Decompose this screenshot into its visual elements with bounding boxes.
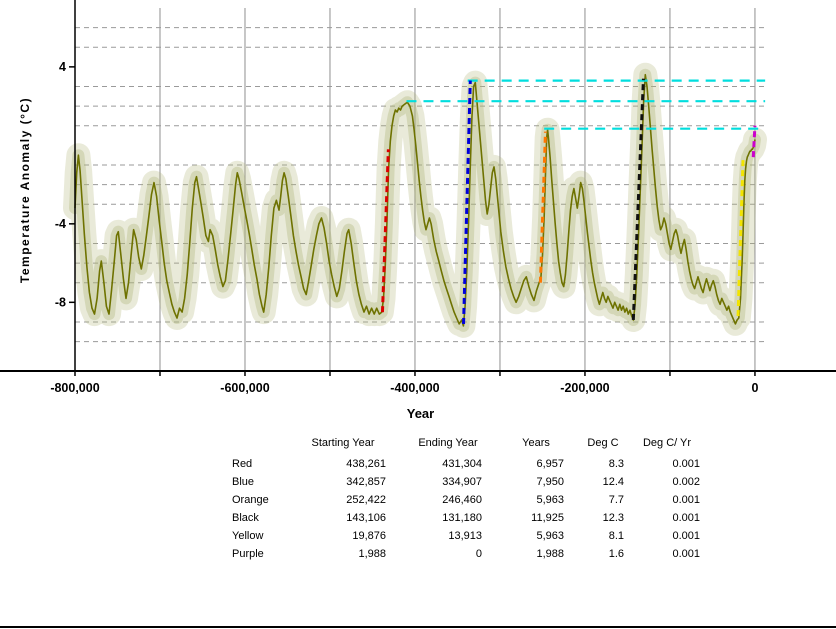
stat-cell-starting_year: 438,261 — [346, 458, 386, 470]
trend-line-red — [380, 149, 390, 313]
trend-line-black — [631, 78, 645, 321]
stat-cell-deg_c_per_yr: 0.002 — [672, 476, 700, 488]
trend-line-purple — [751, 125, 757, 158]
y-tick-label: -4 — [55, 217, 66, 231]
stat-cell-years: 5,963 — [536, 494, 564, 506]
stats-table-head: Starting Year Ending Year Years Deg C Deg C/… — [226, 433, 702, 455]
stat-cell-deg_c_per_yr: 0.001 — [672, 494, 700, 506]
y-axis-title: Temperature Anomaly (°C) — [18, 96, 33, 283]
stat-cell-label: Yellow — [232, 530, 264, 542]
x-tick-label: -600,000 — [220, 381, 269, 395]
stat-cell-label: Purple — [232, 548, 264, 560]
stat-cell-starting_year: 342,857 — [346, 476, 386, 488]
stat-cell-ending_year: 0 — [475, 548, 482, 560]
stat-cell-label: Black — [232, 512, 259, 524]
stat-cell-years: 11,925 — [531, 512, 564, 524]
stat-cell-deg_c_per_yr: 0.001 — [672, 548, 700, 560]
trend-line-blue — [462, 80, 472, 324]
stat-cell-ending_year: 431,304 — [442, 458, 482, 470]
stat-cell-years: 6,957 — [536, 458, 564, 470]
stat-cell-label: Red — [232, 458, 253, 470]
x-tick-label: 0 — [751, 381, 758, 395]
stat-cell-deg_c: 1.6 — [608, 548, 624, 560]
stats-table-body: Red 438,261 431,304 6,957 8.3 0.001 Blue 342,85… — [226, 455, 702, 563]
y-axis-title-wrap: Temperature Anomaly (°C) — [10, 8, 40, 371]
x-tick-label: -400,000 — [390, 381, 439, 395]
stats-header-label — [226, 433, 288, 455]
stats-header-deg-c-yr: Deg C/ Yr — [642, 437, 692, 449]
stat-cell-deg_c_per_yr: 0.001 — [672, 458, 700, 470]
temperature-anomaly-line — [74, 73, 756, 327]
stat-cell-starting_year: 143,106 — [346, 512, 386, 524]
stat-cell-years: 5,963 — [536, 530, 564, 542]
temperature-chart-svg: 4 -4 -8 -800,000 -600,000 -400,000 -200,000 0 — [0, 0, 836, 395]
stats-header-row: Starting Year Ending Year Years Deg C Deg C/… — [226, 433, 702, 455]
stat-cell-deg_c_per_yr: 0.001 — [672, 530, 700, 542]
stat-cell-deg_c: 8.1 — [608, 530, 624, 542]
stat-cell-label: Blue — [232, 476, 255, 488]
stats-row-orange: Orange 252,422 246,460 5,963 7.7 0.001 — [226, 491, 702, 509]
stats-header-years: Years — [522, 437, 550, 449]
y-tick-label: 4 — [59, 60, 66, 74]
stat-cell-ending_year: 131,180 — [442, 512, 482, 524]
stat-cell-years: 7,950 — [536, 476, 564, 488]
stats-header-starting-year: Starting Year — [311, 437, 375, 449]
y-tick-label: -8 — [55, 295, 66, 309]
stat-cell-label: Orange — [232, 494, 269, 506]
stat-cell-starting_year: 19,876 — [352, 530, 386, 542]
stats-header-deg-c: Deg C — [587, 437, 619, 449]
stats-row-purple: Purple 1,988 0 1,988 1.6 0.001 — [226, 545, 702, 563]
stat-cell-starting_year: 1,988 — [358, 548, 386, 560]
x-tick-label: -800,000 — [50, 381, 99, 395]
stat-cell-deg_c: 12.4 — [602, 476, 624, 488]
stat-cell-deg_c: 8.3 — [608, 458, 624, 470]
stat-cell-deg_c: 7.7 — [608, 494, 624, 506]
stat-cell-ending_year: 246,460 — [442, 494, 482, 506]
bottom-border-line — [0, 626, 836, 628]
trend-line-yellow — [736, 157, 745, 317]
x-tick-label: -200,000 — [560, 381, 609, 395]
stat-cell-deg_c_per_yr: 0.001 — [672, 512, 700, 524]
stats-row-yellow: Yellow 19,876 13,913 5,963 8.1 0.001 — [226, 527, 702, 545]
stat-cell-ending_year: 334,907 — [442, 476, 482, 488]
stat-cell-deg_c: 12.3 — [602, 512, 624, 524]
stats-header-ending-year: Ending Year — [418, 437, 478, 449]
stat-cell-years: 1,988 — [536, 548, 564, 560]
x-axis-title: Year — [406, 406, 435, 421]
trend-stats-table: Starting Year Ending Year Years Deg C Deg C/… — [226, 433, 702, 563]
stat-cell-ending_year: 13,913 — [448, 530, 482, 542]
trend-line-orange — [538, 131, 547, 283]
stats-row-black: Black 143,106 131,180 11,925 12.3 0.001 — [226, 509, 702, 527]
stats-row-blue: Blue 342,857 334,907 7,950 12.4 0.002 — [226, 473, 702, 491]
stat-cell-starting_year: 252,422 — [346, 494, 386, 506]
stats-row-red: Red 438,261 431,304 6,957 8.3 0.001 — [226, 455, 702, 473]
